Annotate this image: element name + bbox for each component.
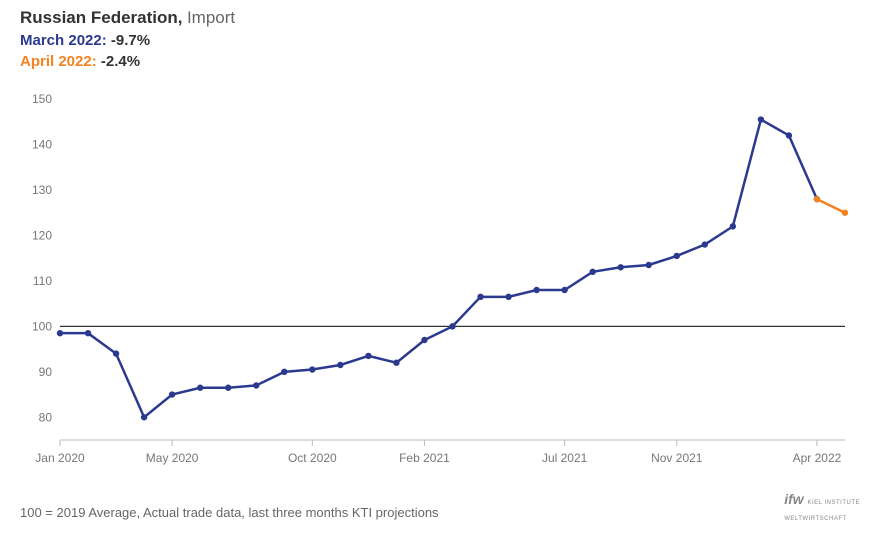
- metric-title: Import: [187, 8, 235, 27]
- series-actual-marker: [113, 350, 119, 356]
- series-actual-marker: [730, 223, 736, 229]
- series-actual-marker: [365, 353, 371, 359]
- series-actual-marker: [533, 287, 539, 293]
- series-actual-marker: [57, 330, 63, 336]
- series-actual-marker: [253, 382, 259, 388]
- series-actual-marker: [477, 294, 483, 300]
- series-actual-marker: [589, 269, 595, 275]
- ytick-label: 150: [32, 92, 52, 106]
- xtick-label: Feb 2021: [399, 451, 450, 465]
- series-actual-marker: [758, 116, 764, 122]
- xtick-label: Oct 2020: [288, 451, 337, 465]
- series-actual-marker: [702, 241, 708, 247]
- stat2-label: April 2022:: [20, 53, 97, 70]
- series-projection-line: [817, 199, 845, 213]
- series-actual-marker: [505, 294, 511, 300]
- logo: ifw KIEL INSTITUTEWELTWIRTSCHAFT: [784, 491, 860, 523]
- ytick-label: 120: [32, 228, 52, 242]
- series-actual-marker: [646, 262, 652, 268]
- series-actual-marker: [85, 330, 91, 336]
- stat1-value: -9.7%: [111, 32, 150, 49]
- footnote: 100 = 2019 Average, Actual trade data, l…: [20, 505, 439, 520]
- xtick-label: Jan 2020: [35, 451, 85, 465]
- chart: 80 90 100 110 120 130 140 150 Jan 2020 May 2020 Oc…: [20, 80, 850, 480]
- ytick-label: 80: [39, 410, 53, 424]
- series-actual-marker: [309, 366, 315, 372]
- xtick-label: May 2020: [146, 451, 199, 465]
- ytick-label: 140: [32, 138, 52, 152]
- series-actual-line: [60, 120, 817, 418]
- stat1-label: March 2022:: [20, 32, 107, 49]
- series-actual-marker: [674, 253, 680, 259]
- xtick-label: Jul 2021: [542, 451, 588, 465]
- series-actual-marker: [169, 391, 175, 397]
- series-actual-marker: [225, 385, 231, 391]
- series-actual-marker: [449, 323, 455, 329]
- ytick-label: 100: [32, 319, 52, 333]
- series-actual-marker: [393, 360, 399, 366]
- series-projection-marker: [814, 196, 820, 202]
- ytick-label: 110: [33, 274, 52, 288]
- series-actual-marker: [786, 132, 792, 138]
- series-actual-marker: [337, 362, 343, 368]
- series-actual-marker: [281, 369, 287, 375]
- xtick-label: Nov 2021: [651, 451, 703, 465]
- series-actual-marker: [141, 414, 147, 420]
- series-actual-marker: [561, 287, 567, 293]
- series-actual-marker: [197, 385, 203, 391]
- xtick-label: Apr 2022: [793, 451, 842, 465]
- series-actual-marker: [618, 264, 624, 270]
- ytick-label: 130: [32, 183, 52, 197]
- country-title: Russian Federation,: [20, 8, 182, 27]
- series-actual-marker: [421, 337, 427, 343]
- series-projection-marker: [842, 210, 848, 216]
- ytick-label: 90: [39, 365, 53, 379]
- stat2-value: -2.4%: [101, 53, 140, 70]
